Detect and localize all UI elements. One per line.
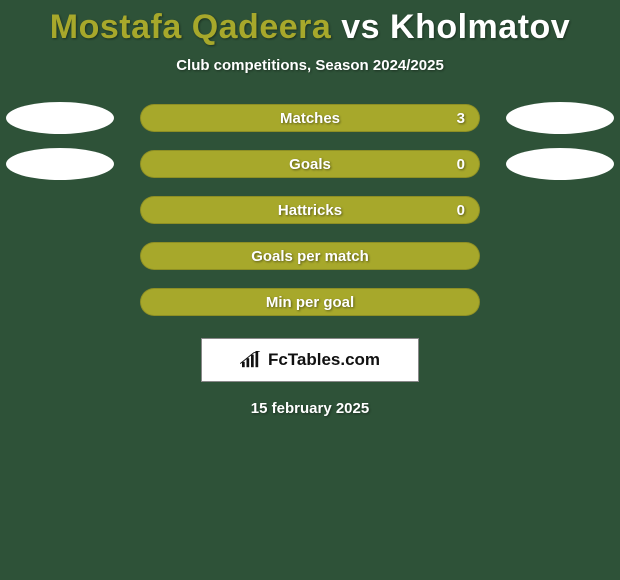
stat-value: 3	[457, 110, 465, 127]
stat-bar: Hattricks 0	[140, 196, 480, 224]
stat-bar: Matches 3	[140, 104, 480, 132]
stat-rows: Matches 3 Goals 0 Hattricks 0 Goals per …	[0, 104, 620, 316]
right-badge-ellipse	[506, 102, 614, 134]
logo-text: FcTables.com	[268, 350, 380, 370]
stat-value: 0	[457, 156, 465, 173]
stat-bar: Goals per match	[140, 242, 480, 270]
right-badge-ellipse	[506, 148, 614, 180]
source-logo: FcTables.com	[201, 338, 419, 382]
stat-value: 0	[457, 202, 465, 219]
stat-label: Goals	[289, 156, 331, 173]
stat-row-goals-per-match: Goals per match	[0, 242, 620, 270]
player-b-name: Kholmatov	[390, 8, 570, 46]
stat-bar: Min per goal	[140, 288, 480, 316]
stat-label: Hattricks	[278, 202, 342, 219]
date-text: 15 february 2025	[0, 400, 620, 417]
stat-label: Goals per match	[251, 248, 369, 265]
stat-row-matches: Matches 3	[0, 104, 620, 132]
left-badge-ellipse	[6, 148, 114, 180]
player-a-name: Mostafa Qadeera	[50, 8, 332, 46]
stat-row-goals: Goals 0	[0, 150, 620, 178]
left-badge-ellipse	[6, 102, 114, 134]
subtitle: Club competitions, Season 2024/2025	[0, 57, 620, 74]
stat-label: Matches	[280, 110, 340, 127]
page-title: Mostafa Qadeera vs Kholmatov	[0, 0, 620, 47]
stat-bar: Goals 0	[140, 150, 480, 178]
stat-row-hattricks: Hattricks 0	[0, 196, 620, 224]
bar-chart-icon	[240, 351, 262, 369]
stat-row-min-per-goal: Min per goal	[0, 288, 620, 316]
vs-text: vs	[331, 8, 390, 46]
stat-label: Min per goal	[266, 294, 354, 311]
